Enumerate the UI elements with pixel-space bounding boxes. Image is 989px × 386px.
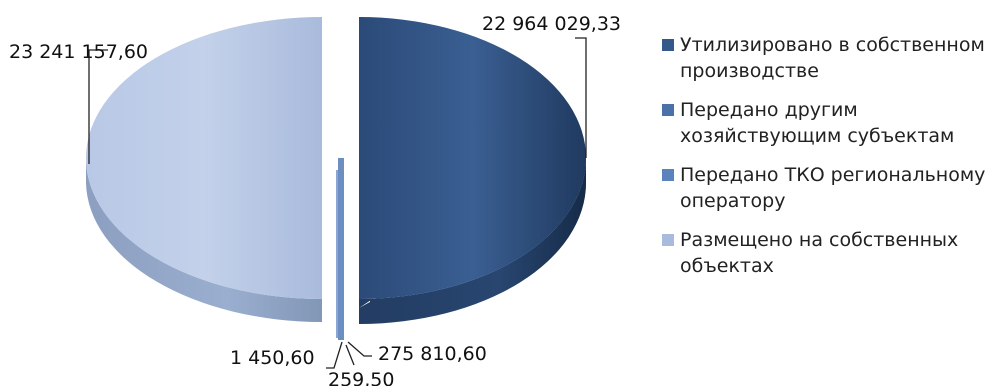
legend-label-transferred-tko: Передано ТКО региональному оператору: [680, 164, 986, 212]
legend-swatch-utilized: [662, 39, 674, 51]
legend-item-placed: Размещено на собственных объектах: [662, 227, 987, 279]
data-label-placed: 23 241 157,60: [9, 41, 148, 63]
legend-label-utilized: Утилизировано в собственном производстве: [680, 34, 985, 82]
legend-item-utilized: Утилизировано в собственном производстве: [662, 32, 987, 84]
legend-swatch-transferred-tko: [662, 169, 674, 181]
leader-line-placed: [88, 49, 108, 164]
slice-placed: [86, 17, 322, 299]
leader-line-extra: [347, 341, 372, 357]
data-label-transferred-tko: 259,50: [328, 369, 394, 386]
data-label-extra: 275 810,60: [378, 343, 487, 365]
slice-utilized: [359, 17, 586, 299]
slice-transferred-tko: [336, 170, 338, 338]
legend-label-transferred-subjects: Передано другим хозяйствующим субъектам: [680, 99, 955, 147]
legend-item-transferred-subjects: Передано другим хозяйствующим субъектам: [662, 97, 987, 149]
legend-swatch-transferred-subjects: [662, 104, 674, 116]
slice-side-placed: [86, 158, 322, 322]
leader-line-transferred-tko: [345, 344, 355, 366]
legend-label-placed: Размещено на собственных объектах: [680, 229, 959, 277]
legend: Утилизировано в собственном производстве…: [662, 32, 987, 292]
slice-transferred-subjects: [338, 158, 344, 340]
slice-side-front-utilized: [370, 158, 587, 322]
leader-line-transferred-subjects: [326, 341, 343, 369]
leader-line-utilized: [575, 37, 587, 158]
legend-item-transferred-tko: Передано ТКО региональному оператору: [662, 162, 987, 214]
legend-swatch-placed: [662, 234, 674, 246]
data-label-utilized: 22 964 029,33: [482, 13, 621, 35]
data-label-transferred-subjects: 1 450,60: [230, 347, 315, 369]
